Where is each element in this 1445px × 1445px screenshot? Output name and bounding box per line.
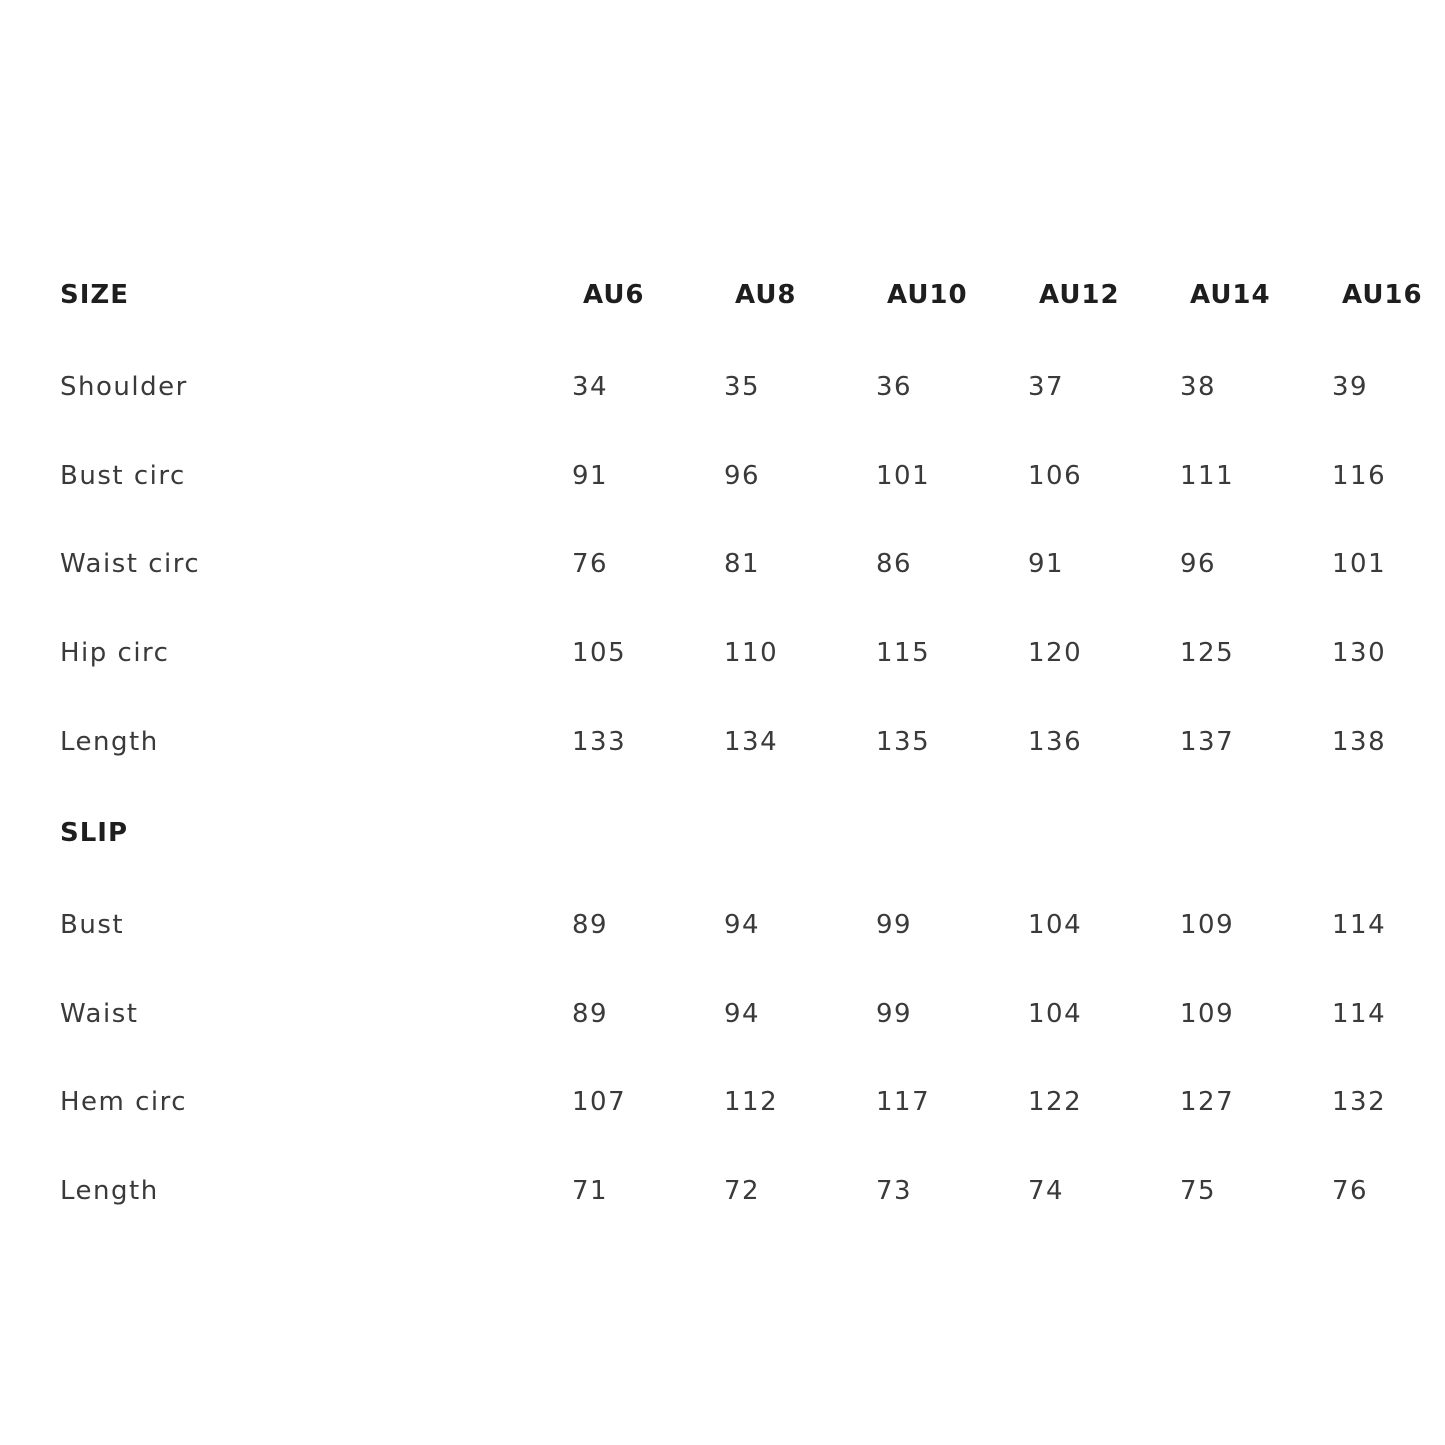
measurement-value: 73 <box>876 1176 913 1206</box>
measurement-value: 135 <box>876 727 931 757</box>
measurement-value: 35 <box>724 372 761 402</box>
measurement-value: 37 <box>1028 372 1065 402</box>
row-label: Hip circ <box>60 638 170 668</box>
measurement-value: 110 <box>724 638 779 668</box>
measurement-value: 99 <box>876 910 913 940</box>
measurement-value: 81 <box>724 549 761 579</box>
row-label: Length <box>60 727 159 757</box>
measurement-value: 39 <box>1332 372 1369 402</box>
measurement-value: 91 <box>1028 549 1065 579</box>
row-label: Shoulder <box>60 372 188 402</box>
measurement-value: 104 <box>1028 999 1083 1029</box>
measurement-value: 101 <box>1332 549 1387 579</box>
measurement-value: 106 <box>1028 461 1083 491</box>
measurement-value: 76 <box>1332 1176 1369 1206</box>
measurement-value: 72 <box>724 1176 761 1206</box>
measurement-value: 94 <box>724 910 761 940</box>
row-label: Length <box>60 1176 159 1206</box>
measurement-value: 115 <box>876 638 931 668</box>
slip-section-heading: SLIP <box>60 818 129 848</box>
row-label: Waist circ <box>60 549 201 579</box>
row-label: Bust circ <box>60 461 186 491</box>
measurement-value: 132 <box>1332 1087 1387 1117</box>
measurement-value: 38 <box>1180 372 1217 402</box>
measurement-value: 91 <box>572 461 609 491</box>
measurement-value: 116 <box>1332 461 1387 491</box>
measurement-value: 89 <box>572 910 609 940</box>
measurement-value: 109 <box>1180 999 1235 1029</box>
measurement-value: 71 <box>572 1176 609 1206</box>
measurement-value: 122 <box>1028 1087 1083 1117</box>
measurement-value: 74 <box>1028 1176 1065 1206</box>
measurement-value: 114 <box>1332 910 1387 940</box>
row-label: Hem circ <box>60 1087 188 1117</box>
measurement-value: 75 <box>1180 1176 1217 1206</box>
measurement-value: 107 <box>572 1087 627 1117</box>
measurement-value: 109 <box>1180 910 1235 940</box>
measurement-value: 89 <box>572 999 609 1029</box>
size-header-label: SIZE <box>60 280 130 310</box>
size-column-header: AU12 <box>1039 280 1120 310</box>
measurement-value: 133 <box>572 727 627 757</box>
measurement-value: 138 <box>1332 727 1387 757</box>
measurement-value: 130 <box>1332 638 1387 668</box>
row-label: Waist <box>60 999 139 1029</box>
measurement-value: 111 <box>1180 461 1235 491</box>
measurement-value: 96 <box>1180 549 1217 579</box>
measurement-value: 104 <box>1028 910 1083 940</box>
measurement-value: 117 <box>876 1087 931 1117</box>
row-label: Bust <box>60 910 125 940</box>
measurement-value: 99 <box>876 999 913 1029</box>
measurement-value: 112 <box>724 1087 779 1117</box>
measurement-value: 127 <box>1180 1087 1235 1117</box>
measurement-value: 96 <box>724 461 761 491</box>
size-column-header: AU16 <box>1342 280 1423 310</box>
measurement-value: 34 <box>572 372 609 402</box>
measurement-value: 134 <box>724 727 779 757</box>
measurement-value: 120 <box>1028 638 1083 668</box>
measurement-value: 105 <box>572 638 627 668</box>
size-column-header: AU8 <box>735 280 797 310</box>
measurement-value: 86 <box>876 549 913 579</box>
size-column-header: AU10 <box>887 280 968 310</box>
measurement-value: 76 <box>572 549 609 579</box>
measurement-value: 114 <box>1332 999 1387 1029</box>
measurement-value: 125 <box>1180 638 1235 668</box>
size-column-header: AU14 <box>1190 280 1271 310</box>
measurement-value: 94 <box>724 999 761 1029</box>
size-column-header: AU6 <box>583 280 645 310</box>
measurement-value: 36 <box>876 372 913 402</box>
measurement-value: 101 <box>876 461 931 491</box>
measurement-value: 137 <box>1180 727 1235 757</box>
measurement-value: 136 <box>1028 727 1083 757</box>
